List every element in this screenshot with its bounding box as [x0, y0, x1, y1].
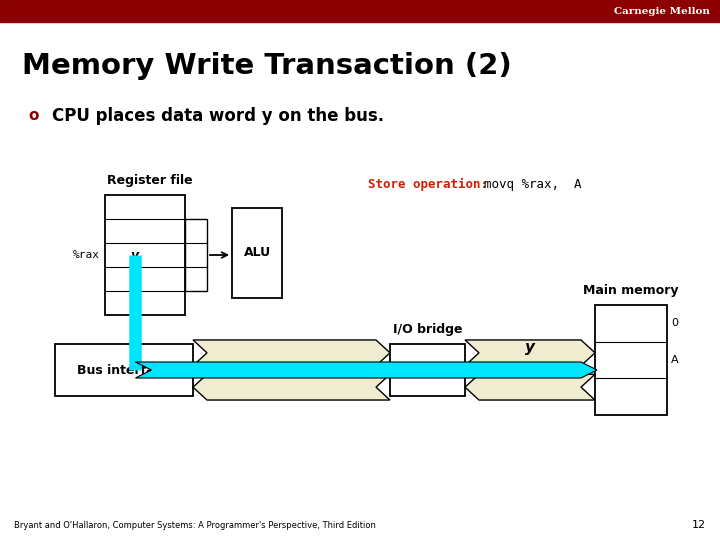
Polygon shape	[193, 340, 390, 366]
Text: Bryant and O'Hallaron, Computer Systems: A Programmer's Perspective, Third Editi: Bryant and O'Hallaron, Computer Systems:…	[14, 521, 376, 530]
Polygon shape	[465, 340, 595, 366]
Text: o: o	[28, 108, 38, 123]
Text: Store operation:: Store operation:	[368, 178, 488, 191]
Text: A: A	[671, 355, 679, 365]
Text: 0: 0	[671, 319, 678, 328]
Polygon shape	[465, 374, 595, 400]
Bar	[595, 305, 667, 415]
Text: Carnegie Mellon: Carnegie Mellon	[614, 6, 710, 16]
Text: I/O bridge: I/O bridge	[392, 323, 462, 336]
Text: Bus interface: Bus interface	[77, 363, 171, 376]
Polygon shape	[193, 374, 390, 400]
Text: 12: 12	[692, 520, 706, 530]
Bar	[232, 208, 282, 298]
Text: Register file: Register file	[107, 174, 193, 187]
Bar	[55, 344, 193, 396]
Bar	[105, 195, 185, 315]
Bar	[390, 344, 465, 396]
Bar	[185, 219, 207, 291]
Text: Memory Write Transaction (2): Memory Write Transaction (2)	[22, 52, 512, 80]
Text: CPU places data word y on the bus.: CPU places data word y on the bus.	[52, 107, 384, 125]
Text: y: y	[131, 248, 140, 261]
Bar	[0, 0, 720, 22]
Polygon shape	[135, 362, 597, 378]
Text: Main memory: Main memory	[583, 284, 679, 297]
Text: %rax: %rax	[73, 250, 100, 260]
Text: movq %rax,  A: movq %rax, A	[484, 178, 582, 191]
Text: y: y	[525, 340, 535, 355]
Text: ALU: ALU	[243, 246, 271, 260]
